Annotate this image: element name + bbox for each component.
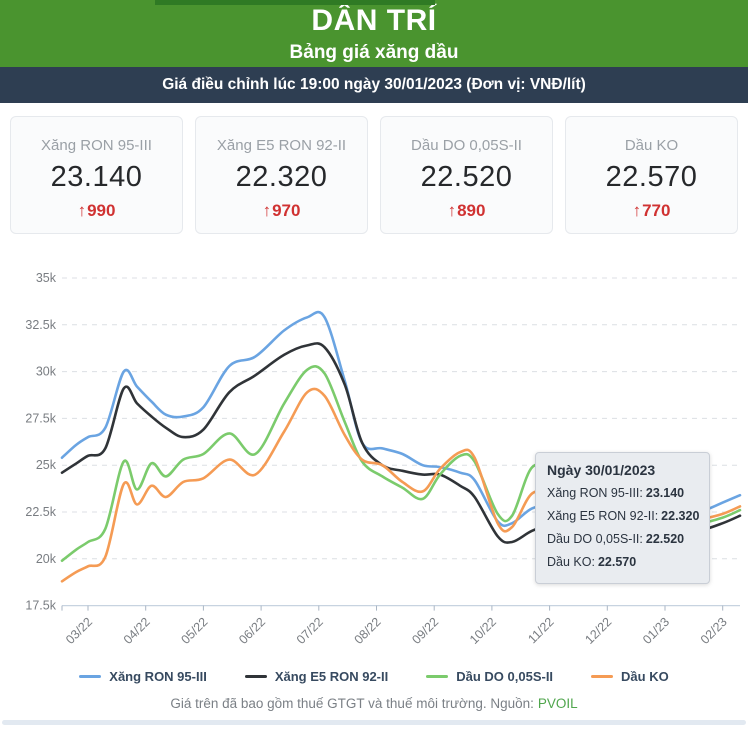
legend-label: Dầu DO 0,05S-II [456, 668, 554, 684]
legend-item[interactable]: Dầu KO [591, 669, 669, 684]
tooltip-row-value: 22.520 [645, 532, 685, 546]
tooltip-row: Dầu DO 0,05S-II: 22.520 [547, 528, 698, 551]
card-label: Dầu DO 0,05S-II [411, 137, 522, 154]
legend-color-dash-icon [426, 674, 449, 678]
x-tick-label: 07/22 [294, 615, 326, 647]
x-tick-label: 11/22 [525, 615, 556, 646]
x-tick-label: 08/22 [352, 615, 384, 647]
legend-label: Xăng RON 95-III [109, 668, 207, 684]
legend-color-dash-icon [79, 674, 102, 678]
tooltip-row-value: 23.140 [645, 486, 685, 500]
page-title: Bảng giá xăng dầu [289, 41, 459, 63]
chart-legend: Xăng RON 95-III Xăng E5 RON 92-II Dầu DO 0… [0, 667, 748, 685]
card-label: Xăng E5 RON 92-II [216, 137, 347, 154]
footer-note: Giá trên đã bao gồm thuế GTGT và thuế mô… [0, 696, 748, 711]
card-value: 22.520 [420, 161, 513, 193]
card-change-value: 970 [272, 201, 301, 220]
price-card: Xăng RON 95-III 23.140 ↑ 990 [10, 116, 183, 234]
card-value: 22.320 [235, 161, 328, 193]
horizontal-scrollbar[interactable] [2, 720, 746, 725]
x-tick-label: 10/22 [467, 615, 499, 647]
y-tick-label: 27.5k [25, 411, 56, 425]
tooltip-row-value: 22.320 [661, 509, 700, 523]
card-value: 23.140 [50, 161, 143, 193]
legend-label: Dầu KO [621, 668, 669, 684]
card-change: ↑ 990 [78, 201, 116, 221]
info-bar: Giá điều chỉnh lúc 19:00 ngày 30/01/2023… [0, 67, 748, 103]
tooltip-date: Ngày 30/01/2023 [547, 462, 656, 478]
tooltip-row-label: Dầu DO 0,05S-II: [547, 532, 643, 546]
price-card: Dầu KO 22.570 ↑ 770 [565, 116, 738, 234]
tooltip-row: Xăng E5 RON 92-II: 22.320 [547, 505, 700, 528]
card-change-value: 990 [87, 201, 116, 220]
source-link-pvoil[interactable]: PVOIL [537, 696, 578, 711]
y-tick-label: 30k [36, 365, 57, 379]
price-history-chart[interactable]: 35k 32.5k 30k 27.5k 25k 22.5k 20k 17.5k 03/22 04/… [0, 255, 748, 655]
x-tick-label: 03/22 [63, 615, 95, 647]
header: DÂN TRÍ Bảng giá xăng dầu [0, 0, 748, 67]
card-label: Xăng RON 95-III [41, 137, 152, 154]
card-value: 22.570 [605, 161, 698, 193]
x-tick-label: 06/22 [236, 615, 268, 647]
x-tick-label: 02/23 [698, 615, 730, 647]
price-card: Xăng E5 RON 92-II 22.320 ↑ 970 [195, 116, 368, 234]
legend-color-dash-icon [591, 674, 614, 678]
tooltip-row-value: 22.570 [597, 555, 637, 569]
chart-canvas[interactable]: 35k 32.5k 30k 27.5k 25k 22.5k 20k 17.5k 03/22 04/… [0, 255, 748, 655]
card-change-value: 890 [457, 201, 486, 220]
tooltip-row: Dầu KO: 22.570 [547, 551, 698, 574]
legend-item[interactable]: Dầu DO 0,05S-II [426, 669, 553, 684]
card-change: ↑ 890 [448, 201, 486, 221]
card-change-value: 770 [642, 201, 671, 220]
price-cards: Xăng RON 95-III 23.140 ↑ 990 Xăng E5 RON 92-… [0, 116, 748, 234]
y-tick-label: 35k [36, 271, 57, 285]
tooltip-row-label: Dầu KO: [547, 555, 595, 569]
chart-tooltip: Ngày 30/01/2023 Xăng RON 95-III: 23.140 Xă… [535, 452, 710, 584]
tooltip-row-label: Xăng E5 RON 92-II: [547, 509, 659, 523]
x-tick-label: 09/22 [409, 615, 441, 647]
footer-text: Giá trên đã bao gồm thuế GTGT và thuế mô… [170, 696, 534, 711]
y-tick-label: 25k [36, 458, 57, 472]
x-tick-label: 12/22 [582, 615, 614, 647]
tooltip-row: Xăng RON 95-III: 23.140 [547, 482, 698, 505]
legend-label: Xăng E5 RON 92-II [274, 668, 389, 684]
up-arrow-icon: ↑ [632, 201, 642, 220]
x-tick-label: 05/22 [179, 615, 211, 647]
x-tick-label: 01/23 [640, 615, 672, 647]
y-tick-label: 22.5k [25, 505, 56, 519]
up-arrow-icon: ↑ [262, 201, 272, 220]
up-arrow-icon: ↑ [77, 201, 87, 220]
card-label: Dầu KO [624, 137, 679, 154]
card-change: ↑ 770 [633, 201, 671, 221]
x-tick-label: 04/22 [121, 615, 153, 647]
dantri-logo: DÂN TRÍ [311, 3, 437, 37]
legend-color-dash-icon [244, 674, 267, 678]
legend-item[interactable]: Xăng RON 95-III [79, 669, 207, 684]
header-accent-strip [155, 0, 435, 5]
price-card: Dầu DO 0,05S-II 22.520 ↑ 890 [380, 116, 553, 234]
info-bar-text: Giá điều chỉnh lúc 19:00 ngày 30/01/2023… [162, 76, 586, 93]
y-tick-label: 32.5k [25, 318, 56, 332]
tooltip-row-label: Xăng RON 95-III: [547, 486, 643, 500]
card-change: ↑ 970 [263, 201, 301, 221]
legend-item[interactable]: Xăng E5 RON 92-II [244, 668, 389, 684]
up-arrow-icon: ↑ [447, 201, 457, 220]
y-tick-label: 17.5k [25, 599, 56, 613]
y-tick-label: 20k [36, 552, 57, 566]
